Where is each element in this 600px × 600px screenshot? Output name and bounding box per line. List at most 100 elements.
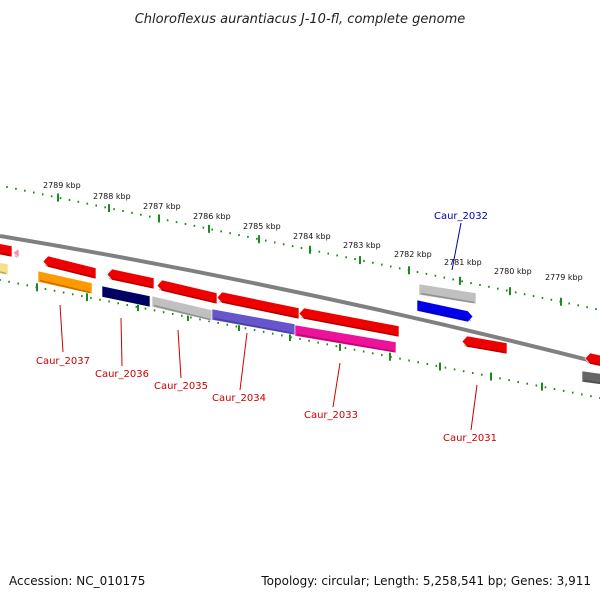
outer-minor-tick: [354, 258, 356, 261]
outer-minor-tick: [50, 195, 53, 198]
kbp-label: 2785 kbp: [243, 222, 281, 231]
gene-blue-right: [416, 299, 474, 323]
gene-orange-shade: [39, 279, 91, 294]
outer-minor-tick: [434, 274, 437, 277]
outer-minor-tick: [381, 263, 383, 266]
kbp-label: 2786 kbp: [193, 212, 231, 221]
outer-minor-tick: [256, 237, 258, 240]
outer-minor-tick: [345, 256, 347, 259]
inner-major-tick: [137, 303, 139, 312]
outer-minor-tick: [41, 193, 44, 196]
gene-lightgray-shade: [153, 304, 211, 321]
gene-caur2033-red: [298, 307, 400, 338]
outer-major-tick: [560, 297, 562, 306]
gene-caur2037-red: [42, 255, 97, 280]
outer-major-tick: [208, 224, 210, 233]
inner-minor-tick: [262, 330, 265, 333]
lbl-2035-leader: [177, 329, 182, 379]
inner-minor-tick: [208, 320, 210, 323]
inner-minor-tick: [526, 382, 529, 385]
gene-slateblue-shade: [213, 317, 294, 335]
gene-upper-left-edge: [0, 243, 13, 258]
inner-minor-tick: [244, 327, 247, 330]
lbl-2036-leader: [120, 317, 123, 367]
outer-minor-tick: [273, 241, 276, 244]
outer-minor-tick: [140, 213, 142, 216]
lbl-2033-leader: [332, 362, 341, 408]
outer-minor-tick: [113, 208, 115, 211]
inner-minor-tick: [108, 300, 110, 303]
outer-minor-tick: [175, 221, 178, 224]
outer-minor-tick: [470, 282, 472, 285]
inner-minor-tick: [344, 346, 347, 349]
inner-minor-tick: [535, 384, 538, 387]
inner-major-tick: [187, 312, 189, 321]
inner-minor-tick: [62, 291, 65, 294]
inner-minor-tick: [281, 334, 283, 337]
gene-magenta-shade: [296, 333, 395, 353]
outer-major-tick: [309, 245, 311, 254]
kbp-label: 2784 kbp: [293, 232, 331, 241]
lbl-2034-leader: [239, 332, 248, 391]
inner-minor-tick: [144, 307, 147, 310]
inner-minor-tick: [171, 312, 174, 315]
kbp-scale-labels: 2789 kbp 2788 kbp 2787 kbp 2786 kbp 2785 kbp…: [43, 181, 583, 282]
gene-caur2034-red-shade: [218, 300, 298, 319]
gene-pink-edge-shade: [14, 254, 18, 259]
inner-minor-tick: [226, 323, 229, 326]
kbp-label: 2783 kbp: [343, 241, 381, 250]
inner-minor-tick: [399, 357, 401, 360]
outer-major-tick: [509, 287, 511, 296]
outer-minor-tick: [211, 228, 214, 231]
gene-pink-edge: [12, 248, 20, 260]
outer-minor-tick: [15, 187, 17, 190]
outer-minor-tick: [514, 291, 517, 294]
accession-text: Accession: NC_010175: [9, 574, 146, 588]
inner-minor-tick: [581, 393, 583, 396]
inner-minor-tick: [53, 289, 56, 292]
inner-minor-tick: [26, 284, 29, 287]
gene-orange: [37, 270, 93, 295]
gene-lightgray: [151, 295, 213, 322]
inner-minor-tick: [335, 345, 338, 348]
gene-caur2036-red: [106, 268, 155, 290]
inner-minor-tick: [499, 377, 501, 380]
kbp-label: 2780 kbp: [494, 267, 532, 276]
gene-caur2031-red-shade: [463, 344, 506, 354]
outer-minor-tick: [104, 206, 106, 209]
inner-major-tick: [238, 323, 240, 332]
gene-label-2032: Caur_2032: [434, 211, 488, 222]
outer-minor-tick: [479, 283, 481, 286]
outer-minor-tick: [122, 210, 124, 213]
inner-major-tick: [36, 283, 38, 292]
outer-minor-tick: [148, 215, 151, 218]
lbl-2031-leader: [470, 384, 478, 431]
inner-minor-tick: [308, 339, 310, 342]
inner-major-tick: [439, 362, 441, 371]
outer-minor-tick: [505, 289, 508, 292]
label-leader-lines: [59, 222, 478, 431]
inner-minor-tick: [99, 298, 101, 301]
gene-yellow-edge: [0, 262, 9, 276]
kbp-label: 2788 kbp: [93, 192, 131, 201]
gene-caur2035-red-shade: [158, 288, 216, 304]
inner-minor-tick: [71, 293, 74, 296]
outer-major-tick: [57, 193, 59, 202]
inner-minor-tick: [371, 352, 374, 355]
gene-label-2031: Caur_2031: [443, 433, 497, 444]
outer-minor-tick: [577, 304, 579, 307]
kbp-label: 2779 kbp: [545, 273, 583, 282]
outer-minor-tick: [238, 234, 240, 237]
inner-minor-tick: [153, 309, 156, 312]
outer-tick-track: [6, 186, 597, 310]
genome-backbone: [0, 234, 600, 365]
outer-major-tick: [258, 235, 260, 244]
inner-minor-tick: [590, 395, 592, 398]
inner-minor-tick: [317, 341, 319, 344]
outer-minor-tick: [372, 261, 374, 264]
inner-minor-tick: [453, 368, 456, 371]
outer-minor-tick: [363, 259, 365, 262]
gene-navy-shade: [103, 294, 149, 307]
inner-minor-tick: [426, 363, 429, 366]
outer-minor-tick: [586, 306, 588, 309]
